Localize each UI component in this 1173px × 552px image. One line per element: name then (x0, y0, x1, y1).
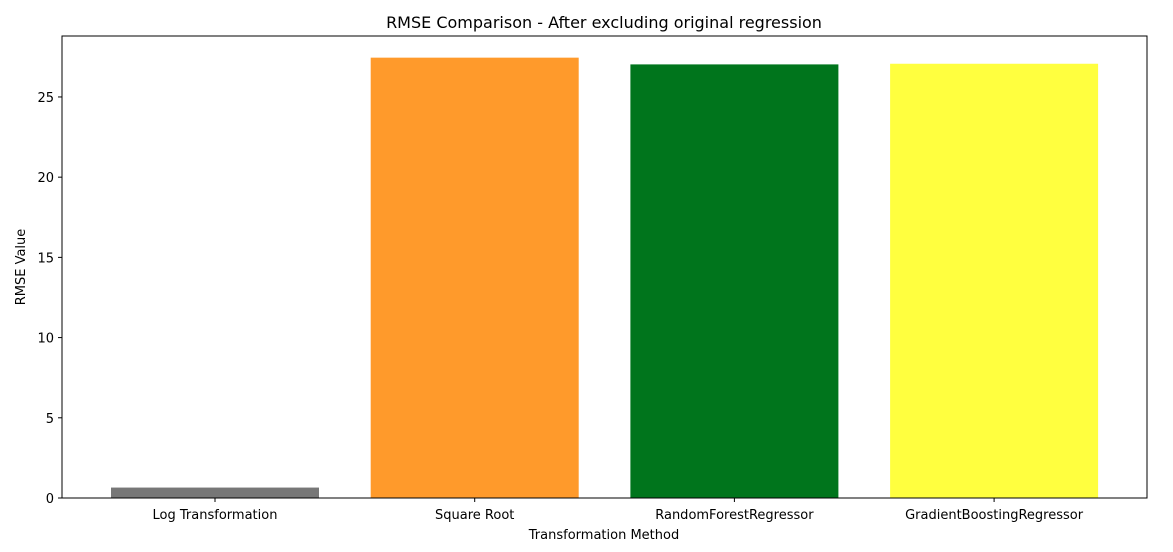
x-tick-label: GradientBoostingRegressor (905, 508, 1084, 523)
x-tick-label: Square Root (435, 508, 514, 523)
x-tick-label: Log Transformation (153, 508, 278, 523)
bar-square-root (370, 57, 579, 498)
bar-randomforestregressor (630, 64, 839, 499)
x-axis-label: Transformation Method (528, 528, 679, 543)
plot-frame (61, 35, 1148, 499)
chart-title: RMSE Comparison - After excluding origin… (386, 13, 822, 32)
y-tick-label: 20 (37, 171, 54, 186)
y-tick-label: 15 (37, 251, 54, 266)
bars-group (111, 57, 1099, 499)
y-tick-label: 0 (46, 492, 54, 507)
y-tick-label: 25 (37, 91, 54, 106)
bar-gradientboostingregressor (890, 63, 1099, 499)
y-axis-label: RMSE Value (14, 229, 29, 306)
y-ticks-group: 0 5 10 15 20 25 (37, 91, 62, 507)
y-tick-label: 10 (37, 332, 54, 347)
bar-log-transformation (111, 487, 319, 498)
y-tick-label: 5 (46, 412, 54, 427)
x-tick-label: RandomForestRegressor (655, 508, 814, 523)
x-ticks-group: Log Transformation Square Root RandomFores… (153, 498, 1084, 523)
